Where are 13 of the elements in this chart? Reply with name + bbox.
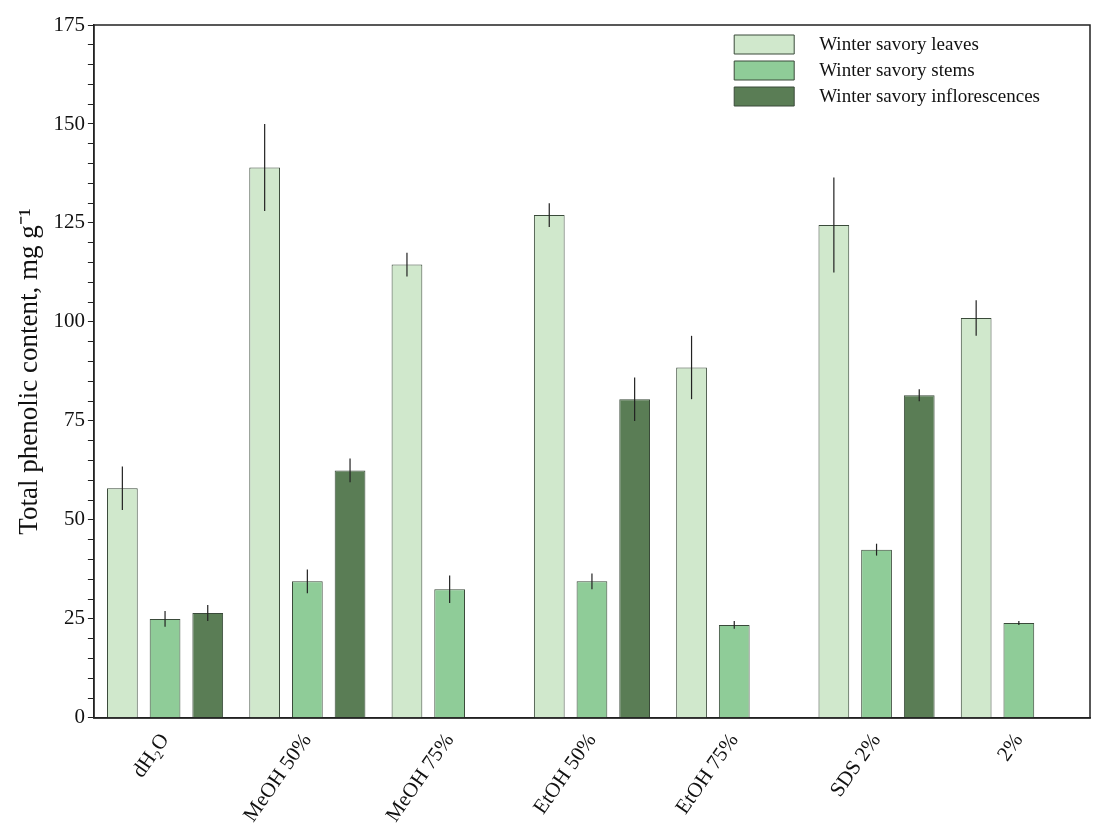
y-tick-label: 175 xyxy=(53,11,85,36)
y-tick-label: 25 xyxy=(63,605,85,630)
y-tick-label: 75 xyxy=(63,407,85,432)
y-tick-label: 0 xyxy=(74,704,85,729)
y-tick-label: 100 xyxy=(53,308,85,333)
y-axis-title: Total phenolic content, mg g⁻¹ xyxy=(13,208,44,535)
y-tick-label: 150 xyxy=(53,110,85,135)
y-tick-label: 50 xyxy=(63,506,85,531)
legend-label: Winter savory inflorescences xyxy=(819,84,1040,106)
y-tick-label: 125 xyxy=(53,209,85,234)
x-tick-label: 2% xyxy=(991,728,1028,766)
legend-label: Winter savory leaves xyxy=(819,32,979,54)
legend-label: Winter savory stems xyxy=(819,58,975,80)
